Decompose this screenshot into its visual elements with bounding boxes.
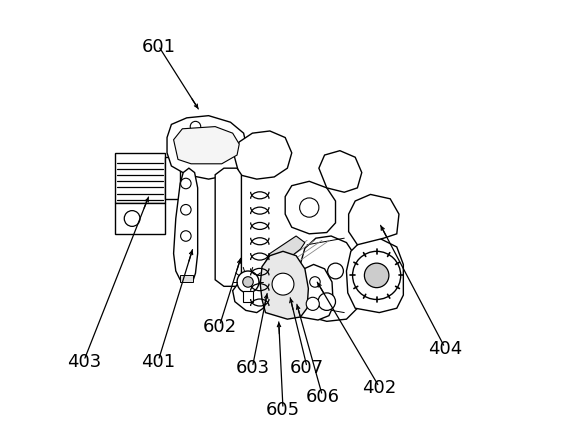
Text: 607: 607 — [290, 358, 324, 376]
Circle shape — [328, 264, 344, 279]
Polygon shape — [285, 182, 336, 234]
Circle shape — [181, 205, 191, 215]
Polygon shape — [263, 237, 305, 272]
Polygon shape — [346, 239, 404, 313]
Polygon shape — [174, 169, 198, 283]
Text: 402: 402 — [362, 378, 396, 396]
Text: 601: 601 — [142, 38, 175, 56]
Circle shape — [181, 231, 191, 242]
Text: 603: 603 — [235, 358, 269, 376]
Text: 401: 401 — [142, 352, 175, 370]
Circle shape — [272, 274, 294, 295]
Polygon shape — [165, 158, 180, 199]
Polygon shape — [215, 169, 242, 287]
Polygon shape — [297, 265, 333, 320]
Circle shape — [182, 133, 192, 144]
Text: 602: 602 — [203, 317, 237, 335]
Circle shape — [306, 297, 319, 311]
Circle shape — [190, 122, 201, 133]
Polygon shape — [234, 132, 291, 180]
Polygon shape — [174, 127, 239, 164]
Circle shape — [318, 293, 336, 311]
Polygon shape — [243, 291, 253, 302]
Polygon shape — [260, 252, 308, 319]
Polygon shape — [180, 276, 194, 283]
Polygon shape — [299, 237, 359, 321]
Polygon shape — [167, 117, 248, 180]
Text: 605: 605 — [266, 400, 300, 418]
Polygon shape — [233, 278, 265, 313]
Circle shape — [181, 179, 191, 189]
Circle shape — [237, 272, 259, 293]
Polygon shape — [114, 153, 165, 204]
Circle shape — [353, 252, 401, 300]
Circle shape — [299, 198, 319, 218]
Circle shape — [125, 211, 140, 227]
Polygon shape — [349, 195, 399, 245]
Text: 403: 403 — [67, 352, 101, 370]
Text: 404: 404 — [428, 339, 462, 357]
Circle shape — [310, 277, 320, 288]
Polygon shape — [319, 151, 362, 193]
Polygon shape — [114, 204, 165, 234]
Circle shape — [365, 264, 389, 288]
Circle shape — [243, 277, 253, 288]
Text: 606: 606 — [306, 387, 340, 405]
